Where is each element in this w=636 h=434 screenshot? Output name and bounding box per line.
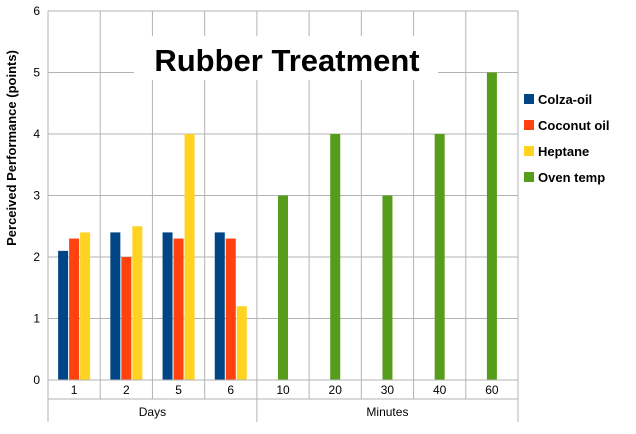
y-axis-label: Perceived Performance (points) bbox=[4, 50, 19, 246]
bar bbox=[110, 232, 121, 380]
bar bbox=[236, 306, 247, 380]
x-tick-label: 30 bbox=[381, 383, 395, 397]
y-tick-label: 1 bbox=[33, 312, 40, 326]
bar bbox=[121, 257, 132, 380]
bar bbox=[162, 232, 173, 380]
bar bbox=[214, 232, 225, 380]
y-tick-label: 6 bbox=[33, 4, 40, 18]
legend-label: Heptane bbox=[538, 143, 590, 159]
x-tick-label: 10 bbox=[276, 383, 290, 397]
bar bbox=[80, 232, 91, 380]
group-label: Minutes bbox=[366, 405, 408, 419]
y-tick-label: 5 bbox=[33, 66, 40, 80]
x-tick-label: 20 bbox=[329, 383, 343, 397]
y-tick-label: 3 bbox=[33, 189, 40, 203]
legend-item: Heptane bbox=[524, 138, 610, 164]
bar bbox=[69, 238, 80, 380]
legend-label: Colza-oil bbox=[538, 91, 593, 107]
bar bbox=[434, 134, 445, 380]
legend: Colza-oil Coconut oil Heptane Oven temp bbox=[524, 86, 610, 190]
bar bbox=[58, 250, 69, 380]
x-tick-label: 5 bbox=[175, 383, 182, 397]
legend-label: Oven temp bbox=[538, 169, 606, 185]
legend-swatch bbox=[524, 172, 534, 182]
bar bbox=[382, 195, 393, 380]
x-tick-label: 40 bbox=[433, 383, 447, 397]
bar bbox=[330, 134, 341, 380]
legend-swatch bbox=[524, 120, 534, 130]
x-tick-label: 1 bbox=[71, 383, 78, 397]
legend-swatch bbox=[524, 94, 534, 104]
bar bbox=[278, 195, 288, 380]
legend-item: Oven temp bbox=[524, 164, 610, 190]
bar bbox=[225, 238, 236, 380]
y-tick-label: 4 bbox=[33, 127, 40, 141]
x-tick-label: 60 bbox=[485, 383, 499, 397]
x-tick-label: 6 bbox=[227, 383, 234, 397]
y-tick-label: 0 bbox=[33, 373, 40, 387]
legend-swatch bbox=[524, 146, 534, 156]
bar bbox=[486, 72, 497, 380]
chart-title: Rubber Treatment bbox=[154, 43, 419, 78]
bar bbox=[132, 226, 143, 380]
y-tick-label: 2 bbox=[33, 250, 40, 264]
x-tick-label: 2 bbox=[123, 383, 130, 397]
legend-label: Coconut oil bbox=[538, 117, 610, 133]
title-background bbox=[134, 36, 438, 80]
bar bbox=[173, 238, 184, 380]
legend-item: Colza-oil bbox=[524, 86, 610, 112]
bars-layer bbox=[58, 72, 497, 380]
group-label: Days bbox=[139, 405, 166, 419]
bar bbox=[184, 134, 195, 380]
legend-item: Coconut oil bbox=[524, 112, 610, 138]
axis-layer: 0 1 2 3 4 5 6 1 2 5 6 10 20 30 40 60 Days Minutes bbox=[33, 4, 519, 422]
